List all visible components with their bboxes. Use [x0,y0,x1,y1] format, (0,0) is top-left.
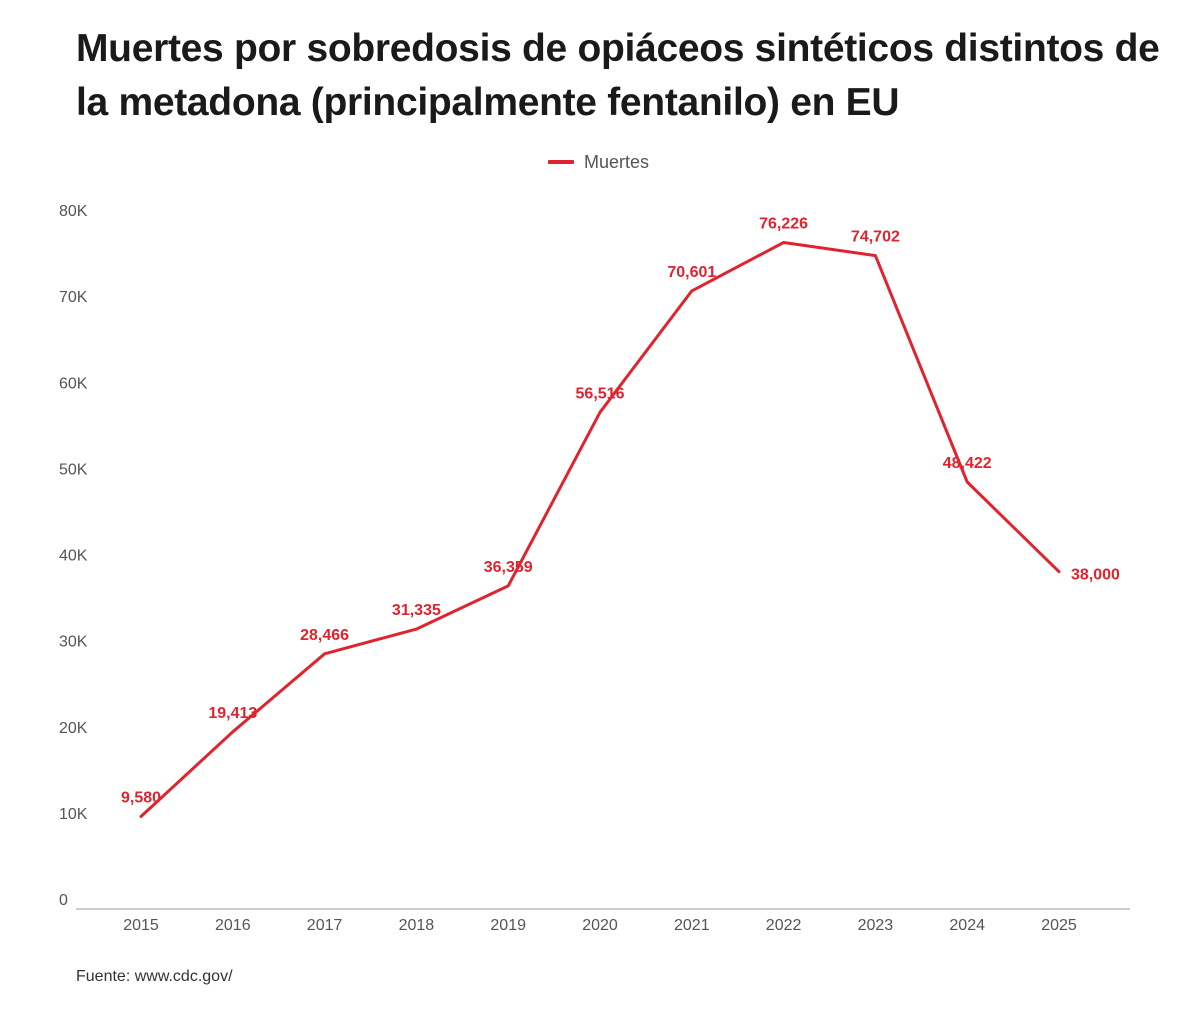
y-tick-label: 60K [59,375,88,392]
y-tick-label: 30K [59,634,88,651]
y-tick-label: 80K [59,203,88,220]
y-tick-label: 70K [59,289,88,306]
data-labels: 9,580 19,413 28,466 31,335 36,359 56,516 70,60… [121,216,1120,807]
data-label: 74,702 [851,229,900,246]
series-line-muertes [139,241,1061,818]
y-tick-label: 10K [59,806,88,823]
x-tick-label: 2021 [674,917,710,934]
data-label: 70,601 [667,264,716,281]
x-tick-label: 2020 [582,917,618,934]
data-label: 9,580 [121,789,161,806]
data-label: 19,413 [208,705,257,722]
y-axis: 0 10K 20K 30K 40K 50K 60K 70K 80K [59,203,88,909]
x-tick-label: 2017 [307,917,343,934]
legend: Muertes [548,151,649,173]
data-label: 38,000 [1071,567,1120,584]
data-label: 56,516 [576,385,625,402]
y-tick-label: 40K [59,548,88,565]
data-label: 36,359 [484,559,533,576]
x-tick-label: 2015 [123,917,159,934]
x-tick-label: 2016 [215,917,251,934]
data-label: 76,226 [759,216,808,233]
chart-title: Muertes por sobredosis de opiáceos sinté… [76,27,1160,124]
x-tick-label: 2024 [949,917,985,934]
x-tick-label: 2022 [766,917,802,934]
y-tick-label: 0 [59,892,68,909]
legend-swatch [548,160,574,164]
source-note: Fuente: www.cdc.gov/ [76,968,233,985]
x-tick-label: 2023 [858,917,894,934]
data-label: 48,422 [943,455,992,472]
x-tick-label: 2018 [399,917,435,934]
data-label: 31,335 [392,602,441,619]
data-label: 28,466 [300,627,349,644]
y-tick-label: 50K [59,461,88,478]
x-tick-label: 2019 [490,917,526,934]
x-axis: 2015 2016 2017 2018 2019 2020 2021 2022 2023 2024… [123,917,1077,934]
legend-label-muertes: Muertes [584,151,650,172]
x-tick-label: 2025 [1041,917,1077,934]
y-tick-label: 20K [59,720,88,737]
